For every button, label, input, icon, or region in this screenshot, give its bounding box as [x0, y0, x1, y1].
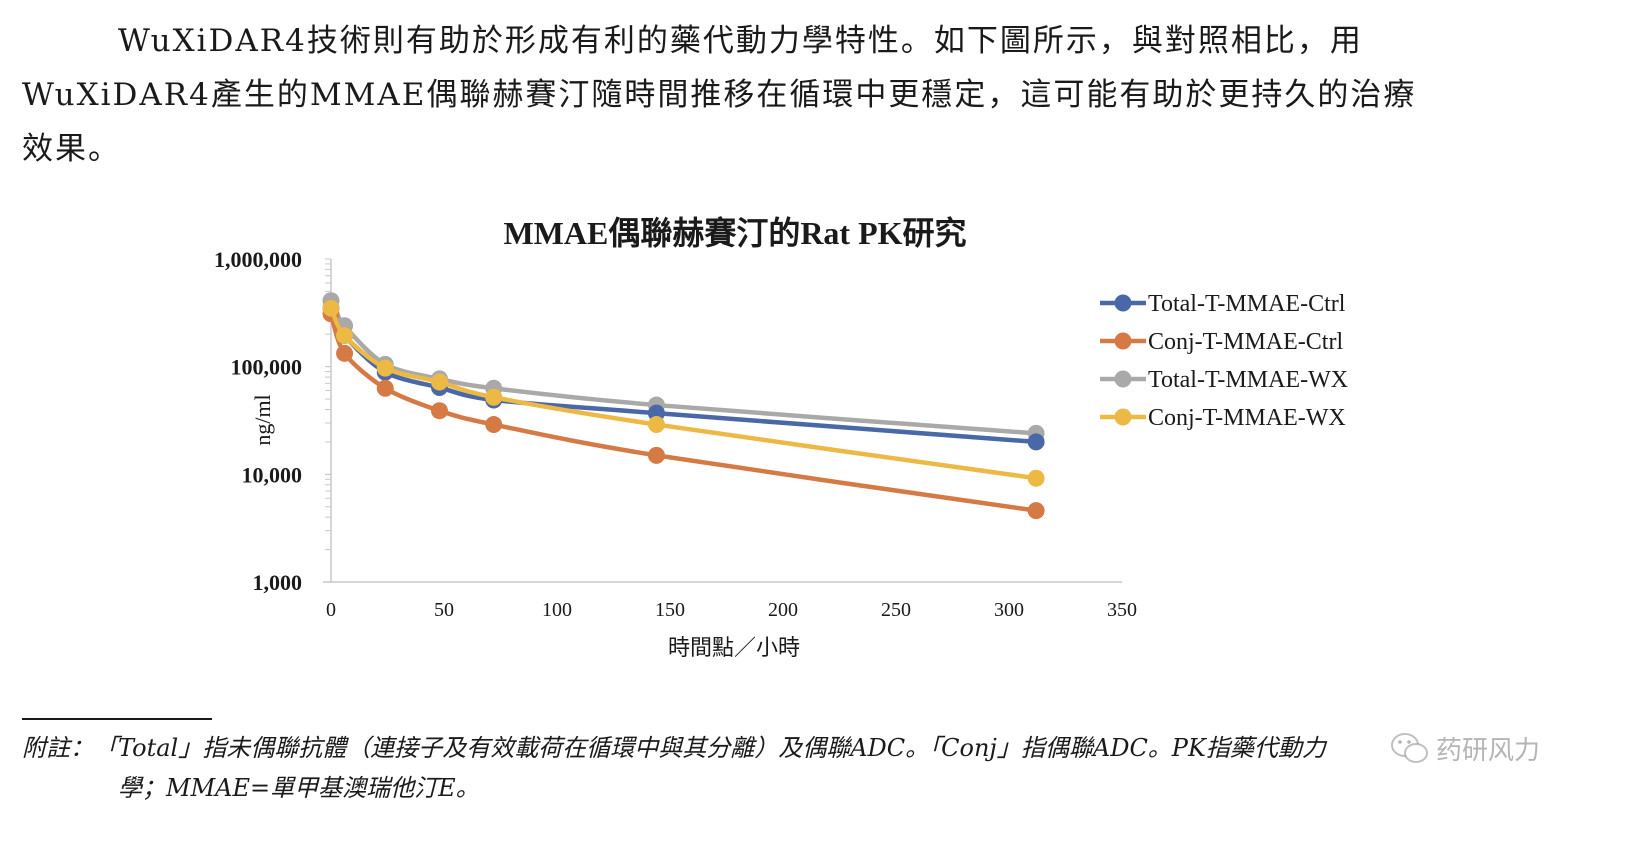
data-point [1027, 502, 1045, 520]
y-axis-label: ng/ml [250, 394, 275, 445]
data-point [647, 446, 665, 464]
x-tick-label: 200 [768, 599, 798, 621]
x-tick-labels: 0 50 100 150 200 250 300 350 [326, 599, 1137, 621]
y-tick-label: 1,000 [253, 570, 303, 595]
data-point [336, 344, 354, 362]
pk-chart: MMAE偶聯赫賽汀的Rat PK研究 1,00010,000100,0001,0… [214, 215, 1348, 661]
series-conj-t-mmae-ctrl [322, 305, 1045, 520]
legend-item: Conj-T-MMAE-WX [1100, 405, 1346, 431]
data-point [322, 299, 340, 317]
legend-swatch-marker [1114, 332, 1132, 350]
x-axis-label: 時間點／小時 [668, 636, 800, 661]
legend-item: Conj-T-MMAE-Ctrl [1100, 329, 1343, 355]
paragraph-line-3: 效果。 [22, 131, 121, 167]
data-point [485, 388, 503, 406]
intro-paragraph: WuXiDAR4技術則有助於形成有利的藥代動力學特性。如下圖所示，與對照相比，用… [22, 14, 1552, 176]
legend-label: Conj-T-MMAE-WX [1148, 405, 1346, 431]
legend: Total-T-MMAE-Ctrl Conj-T-MMAE-Ctrl Total-T… [1100, 291, 1348, 431]
paragraph-line-2: WuXiDAR4產生的MMAE偶聯赫賽汀隨時間推移在循環中更穩定，這可能有助於更… [22, 77, 1417, 113]
x-tick-label: 350 [1107, 599, 1137, 621]
series-group [322, 292, 1045, 520]
data-point [485, 416, 503, 434]
x-tick-label: 100 [542, 599, 572, 621]
data-point [1027, 469, 1045, 487]
footnote-divider [22, 718, 212, 720]
x-tick-label: 150 [655, 599, 685, 621]
footnote-line-1: 附註：「Total」指未偶聯抗體（連接子及有效載荷在循環中與其分離）及偶聯ADC… [22, 734, 1326, 762]
y-tick-label: 10,000 [242, 462, 303, 487]
y-tick-label: 1,000,000 [214, 247, 302, 272]
legend-swatch-marker [1114, 294, 1132, 312]
paragraph-line-1: WuXiDAR4技術則有助於形成有利的藥代動力學特性。如下圖所示，與對照相比，用 [22, 14, 1552, 68]
legend-swatch-marker [1114, 370, 1132, 388]
wechat-icon [1391, 732, 1428, 763]
legend-label: Conj-T-MMAE-Ctrl [1148, 329, 1343, 355]
series-total-t-mmae-wx [322, 292, 1045, 442]
y-tick-labels: 1,000 10,000 100,000 1,000,000 [214, 247, 302, 595]
series-conj-t-mmae-wx [322, 299, 1045, 487]
x-tick-label: 300 [994, 599, 1024, 621]
data-point [376, 359, 394, 377]
legend-label: Total-T-MMAE-Ctrl [1148, 291, 1346, 317]
legend-swatch-marker [1114, 408, 1132, 426]
chart-title: MMAE偶聯赫賽汀的Rat PK研究 [503, 215, 966, 251]
legend-label: Total-T-MMAE-WX [1148, 367, 1348, 393]
data-point [376, 379, 394, 397]
footnote: 附註：「Total」指未偶聯抗體（連接子及有效載荷在循環中與其分離）及偶聯ADC… [22, 728, 1552, 808]
axes [323, 258, 1122, 583]
paragraph-line-1-text: WuXiDAR4技術則有助於形成有利的藥代動力學特性。如下圖所示，與對照相比，用 [118, 23, 1363, 59]
x-tick-label: 50 [434, 599, 454, 621]
x-tick-label: 250 [881, 599, 911, 621]
legend-item: Total-T-MMAE-WX [1100, 367, 1348, 393]
data-point [1027, 433, 1045, 451]
y-tick-label: 100,000 [231, 355, 303, 380]
legend-item: Total-T-MMAE-Ctrl [1100, 291, 1346, 317]
data-point [430, 373, 448, 391]
data-point [647, 416, 665, 434]
data-point [336, 326, 354, 344]
watermark-text: 药研风力 [1436, 736, 1541, 766]
x-tick-label: 0 [326, 599, 336, 621]
watermark: 药研风力 [1390, 730, 1540, 767]
footnote-line-2: 學；MMAE=單甲基澳瑞他汀E。 [118, 774, 480, 802]
data-point [430, 402, 448, 420]
